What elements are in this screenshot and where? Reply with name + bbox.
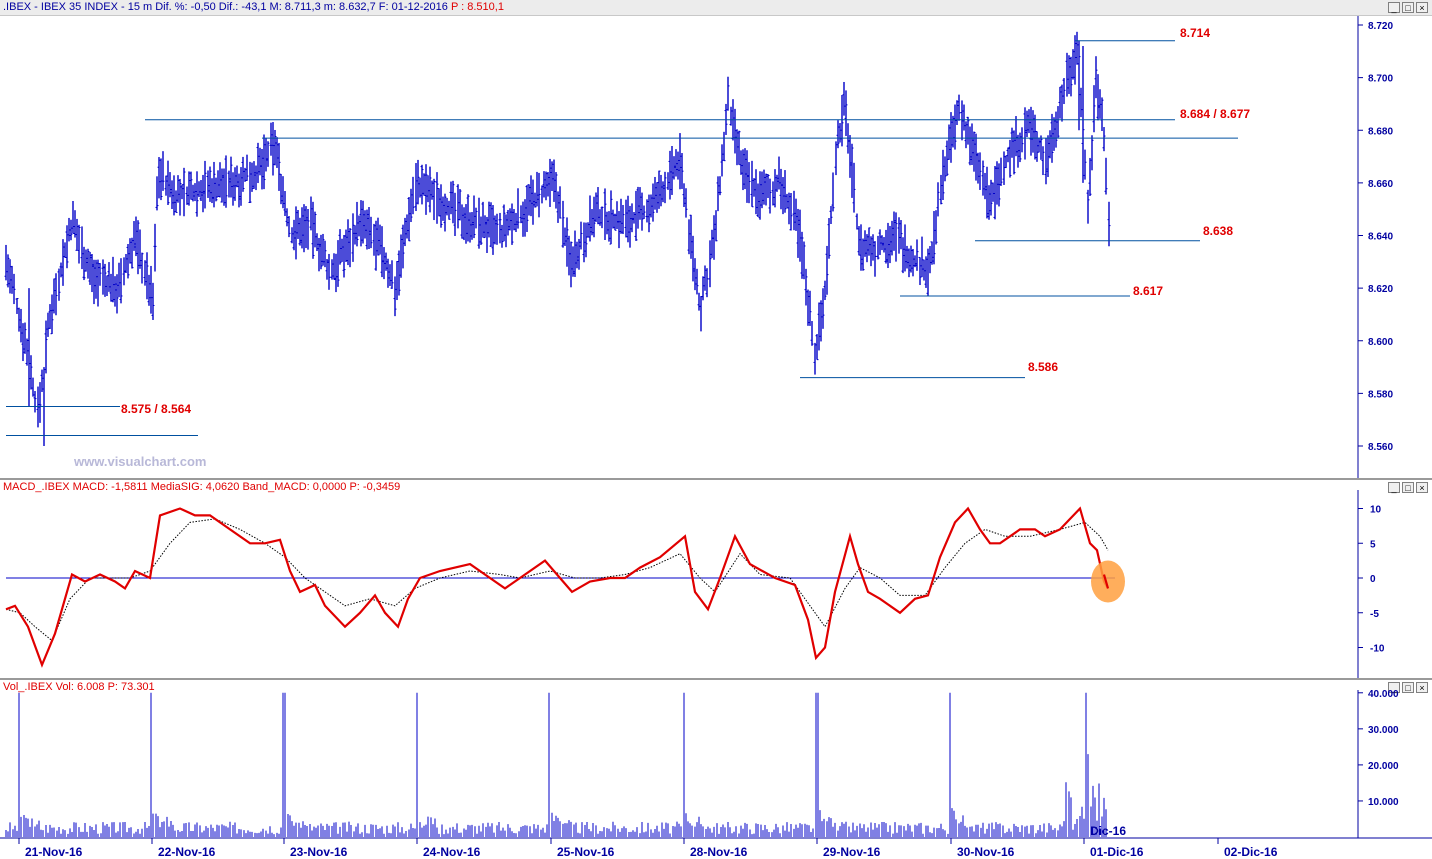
- price-chart[interactable]: 8.720 8.700 8.680 8.660 8.640 8.620 8.600 8.580…: [0, 0, 1432, 478]
- price-header-p: P : 8.510,1: [450, 1, 504, 13]
- volume-window-buttons: _ □ ×: [1388, 682, 1428, 693]
- price-axis-label: 8.720: [1368, 21, 1393, 32]
- macd-window-buttons: _ □ ×: [1388, 482, 1428, 493]
- close-button[interactable]: ×: [1416, 682, 1428, 693]
- macd-axis-label: -10: [1370, 644, 1385, 655]
- highlight-marker: [1091, 560, 1125, 603]
- volume-chart[interactable]: 40.000 30.000 20.000 10.000 Dic-16 21-Nov-16 2…: [0, 680, 1432, 859]
- price-pane: .IBEX - IBEX 35 INDEX - 15 m Dif. %: -0,…: [0, 0, 1432, 478]
- price-axis-label: 8.580: [1368, 389, 1393, 400]
- volume-axis-label: 10.000: [1368, 797, 1399, 808]
- minimize-button[interactable]: _: [1388, 2, 1400, 13]
- level-label: 8.684 / 8.677: [1180, 107, 1250, 121]
- date-label: 25-Nov-16: [557, 845, 615, 859]
- maximize-button[interactable]: □: [1402, 482, 1414, 493]
- volume-axis-label: 20.000: [1368, 761, 1399, 772]
- level-label: 8.617: [1133, 284, 1163, 298]
- price-window-buttons: _ □ ×: [1388, 2, 1428, 13]
- price-axis-label: 8.660: [1368, 179, 1393, 190]
- level-label: 8.638: [1203, 224, 1233, 238]
- date-label: 30-Nov-16: [957, 845, 1015, 859]
- date-label: 29-Nov-16: [823, 845, 881, 859]
- close-button[interactable]: ×: [1416, 482, 1428, 493]
- price-axis-label: 8.700: [1368, 74, 1393, 85]
- signal-line: [5, 518, 1109, 642]
- volume-header-text: Vol_.IBEX Vol: 6.008: [3, 681, 108, 693]
- volume-header: Vol_.IBEX Vol: 6.008 P: 73.301 _ □ ×: [0, 680, 1432, 695]
- price-header-text: .IBEX - IBEX 35 INDEX - 15 m Dif. %: -0,…: [3, 1, 451, 13]
- date-label: 21-Nov-16: [25, 845, 83, 859]
- macd-header-p: P: -0,3459: [349, 481, 401, 493]
- price-axis-label: 8.600: [1368, 337, 1393, 348]
- date-label: 02-Dic-16: [1224, 845, 1278, 859]
- price-axis-label: 8.640: [1368, 232, 1393, 243]
- macd-axis-label: -5: [1370, 609, 1379, 620]
- price-axis-label: 8.560: [1368, 442, 1393, 453]
- level-label: 8.586: [1028, 360, 1058, 374]
- macd-axis-label: 5: [1370, 539, 1376, 550]
- price-header: .IBEX - IBEX 35 INDEX - 15 m Dif. %: -0,…: [0, 0, 1432, 16]
- volume-header-p: P: 73.301: [107, 681, 155, 693]
- volume-pane: Vol_.IBEX Vol: 6.008 P: 73.301 _ □ × 40.…: [0, 678, 1432, 859]
- price-axis-label: 8.620: [1368, 284, 1393, 295]
- volume-axis-label: 40.000: [1368, 689, 1399, 700]
- minimize-button[interactable]: _: [1388, 482, 1400, 493]
- date-label: 23-Nov-16: [290, 845, 348, 859]
- maximize-button[interactable]: □: [1402, 2, 1414, 13]
- date-label: 28-Nov-16: [690, 845, 748, 859]
- level-label: 8.575 / 8.564: [121, 402, 191, 416]
- volume-corner-label: Dic-16: [1090, 824, 1126, 838]
- macd-axis-label: 10: [1370, 505, 1382, 516]
- level-label: 8.714: [1180, 26, 1210, 40]
- watermark: www.visualchart.com: [73, 454, 206, 469]
- date-label: 24-Nov-16: [423, 845, 481, 859]
- date-label: 01-Dic-16: [1090, 845, 1144, 859]
- macd-header: MACD_.IBEX MACD: -1,5811 MediaSIG: 4,062…: [0, 480, 1432, 495]
- macd-tail: [1102, 574, 1110, 589]
- price-axis-label: 8.680: [1368, 126, 1393, 137]
- date-label: 22-Nov-16: [158, 845, 216, 859]
- macd-pane: MACD_.IBEX MACD: -1,5811 MediaSIG: 4,062…: [0, 478, 1432, 680]
- macd-axis-label: 0: [1370, 574, 1376, 585]
- volume-axis-label: 30.000: [1368, 725, 1399, 736]
- maximize-button[interactable]: □: [1402, 682, 1414, 693]
- close-button[interactable]: ×: [1416, 2, 1428, 13]
- macd-chart[interactable]: 10 5 0 -5 -10: [0, 480, 1432, 680]
- macd-header-text: MACD_.IBEX MACD: -1,5811 MediaSIG: 4,062…: [3, 481, 350, 493]
- macd-line: [5, 506, 1109, 668]
- minimize-button[interactable]: _: [1388, 682, 1400, 693]
